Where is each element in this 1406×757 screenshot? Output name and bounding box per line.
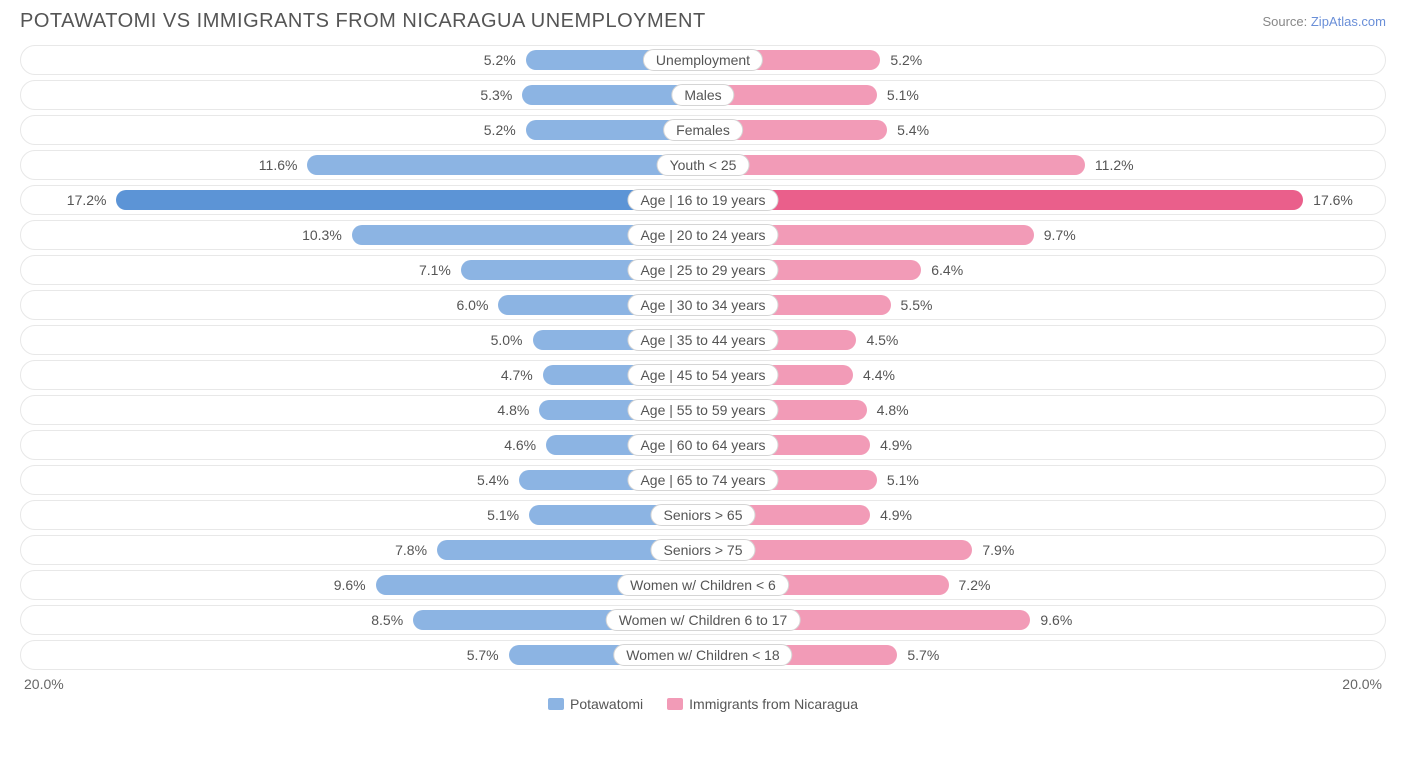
chart-row: 5.2% 5.2% Unemployment <box>20 45 1386 75</box>
category-label: Age | 20 to 24 years <box>627 224 778 246</box>
chart-row: 10.3% 9.7% Age | 20 to 24 years <box>20 220 1386 250</box>
chart-row: 4.7% 4.4% Age | 45 to 54 years <box>20 360 1386 390</box>
value-label-left: 5.0% <box>491 332 523 348</box>
value-label-left: 5.2% <box>484 52 516 68</box>
chart-row: 7.1% 6.4% Age | 25 to 29 years <box>20 255 1386 285</box>
value-label-left: 5.3% <box>480 87 512 103</box>
category-label: Youth < 25 <box>657 154 750 176</box>
value-label-right: 17.6% <box>1313 192 1353 208</box>
legend-swatch-right <box>667 698 683 710</box>
category-label: Women w/ Children 6 to 17 <box>606 609 801 631</box>
value-label-left: 17.2% <box>67 192 107 208</box>
value-label-left: 5.7% <box>467 647 499 663</box>
category-label: Age | 60 to 64 years <box>627 434 778 456</box>
chart-row: 4.6% 4.9% Age | 60 to 64 years <box>20 430 1386 460</box>
chart-row: 5.0% 4.5% Age | 35 to 44 years <box>20 325 1386 355</box>
value-label-right: 7.2% <box>959 577 991 593</box>
source-attribution: Source: ZipAtlas.com <box>1262 14 1386 29</box>
legend-item-right: Immigrants from Nicaragua <box>667 696 858 712</box>
axis-right-max: 20.0% <box>1342 676 1382 692</box>
value-label-right: 6.4% <box>931 262 963 278</box>
value-label-left: 4.6% <box>504 437 536 453</box>
value-label-left: 5.4% <box>477 472 509 488</box>
chart-row: 5.4% 5.1% Age | 65 to 74 years <box>20 465 1386 495</box>
diverging-bar-chart: 5.2% 5.2% Unemployment 5.3% 5.1% Males 5.2% 5.4… <box>20 45 1386 670</box>
value-label-right: 5.4% <box>897 122 929 138</box>
value-label-left: 6.0% <box>456 297 488 313</box>
chart-row: 5.1% 4.9% Seniors > 65 <box>20 500 1386 530</box>
bar-left <box>116 190 703 210</box>
value-label-right: 11.2% <box>1095 157 1134 173</box>
value-label-right: 5.5% <box>901 297 933 313</box>
bar-right <box>703 155 1085 175</box>
category-label: Unemployment <box>643 49 763 71</box>
legend-label-right: Immigrants from Nicaragua <box>689 696 858 712</box>
chart-row: 4.8% 4.8% Age | 55 to 59 years <box>20 395 1386 425</box>
chart-row: 17.2% 17.6% Age | 16 to 19 years <box>20 185 1386 215</box>
value-label-left: 4.8% <box>497 402 529 418</box>
category-label: Males <box>671 84 734 106</box>
category-label: Seniors > 75 <box>651 539 756 561</box>
value-label-left: 7.8% <box>395 542 427 558</box>
value-label-right: 7.9% <box>982 542 1014 558</box>
chart-row: 8.5% 9.6% Women w/ Children 6 to 17 <box>20 605 1386 635</box>
legend-label-left: Potawatomi <box>570 696 643 712</box>
chart-row: 5.2% 5.4% Females <box>20 115 1386 145</box>
x-axis: 20.0% 20.0% <box>20 676 1386 692</box>
value-label-right: 5.2% <box>890 52 922 68</box>
category-label: Women w/ Children < 18 <box>613 644 792 666</box>
bar-left <box>307 155 703 175</box>
chart-row: 5.7% 5.7% Women w/ Children < 18 <box>20 640 1386 670</box>
legend: Potawatomi Immigrants from Nicaragua <box>20 696 1386 712</box>
value-label-right: 4.9% <box>880 507 912 523</box>
category-label: Females <box>663 119 743 141</box>
value-label-left: 4.7% <box>501 367 533 383</box>
chart-row: 7.8% 7.9% Seniors > 75 <box>20 535 1386 565</box>
chart-title: POTAWATOMI VS IMMIGRANTS FROM NICARAGUA … <box>20 10 706 33</box>
category-label: Age | 30 to 34 years <box>627 294 778 316</box>
category-label: Age | 35 to 44 years <box>627 329 778 351</box>
value-label-left: 11.6% <box>259 157 298 173</box>
value-label-left: 5.1% <box>487 507 519 523</box>
category-label: Age | 65 to 74 years <box>627 469 778 491</box>
source-link[interactable]: ZipAtlas.com <box>1311 14 1386 29</box>
chart-row: 11.6% 11.2% Youth < 25 <box>20 150 1386 180</box>
chart-row: 5.3% 5.1% Males <box>20 80 1386 110</box>
category-label: Women w/ Children < 6 <box>617 574 789 596</box>
category-label: Age | 45 to 54 years <box>627 364 778 386</box>
value-label-left: 7.1% <box>419 262 451 278</box>
value-label-right: 5.1% <box>887 472 919 488</box>
value-label-right: 9.7% <box>1044 227 1076 243</box>
bar-right <box>703 190 1303 210</box>
chart-row: 9.6% 7.2% Women w/ Children < 6 <box>20 570 1386 600</box>
legend-item-left: Potawatomi <box>548 696 643 712</box>
value-label-left: 10.3% <box>302 227 342 243</box>
value-label-right: 5.7% <box>907 647 939 663</box>
value-label-left: 8.5% <box>371 612 403 628</box>
value-label-right: 9.6% <box>1040 612 1072 628</box>
chart-row: 6.0% 5.5% Age | 30 to 34 years <box>20 290 1386 320</box>
axis-left-max: 20.0% <box>24 676 64 692</box>
category-label: Age | 55 to 59 years <box>627 399 778 421</box>
value-label-left: 5.2% <box>484 122 516 138</box>
source-prefix: Source: <box>1262 14 1310 29</box>
value-label-right: 4.4% <box>863 367 895 383</box>
value-label-left: 9.6% <box>334 577 366 593</box>
category-label: Seniors > 65 <box>651 504 756 526</box>
category-label: Age | 16 to 19 years <box>627 189 778 211</box>
value-label-right: 5.1% <box>887 87 919 103</box>
value-label-right: 4.8% <box>877 402 909 418</box>
value-label-right: 4.5% <box>866 332 898 348</box>
category-label: Age | 25 to 29 years <box>627 259 778 281</box>
value-label-right: 4.9% <box>880 437 912 453</box>
legend-swatch-left <box>548 698 564 710</box>
